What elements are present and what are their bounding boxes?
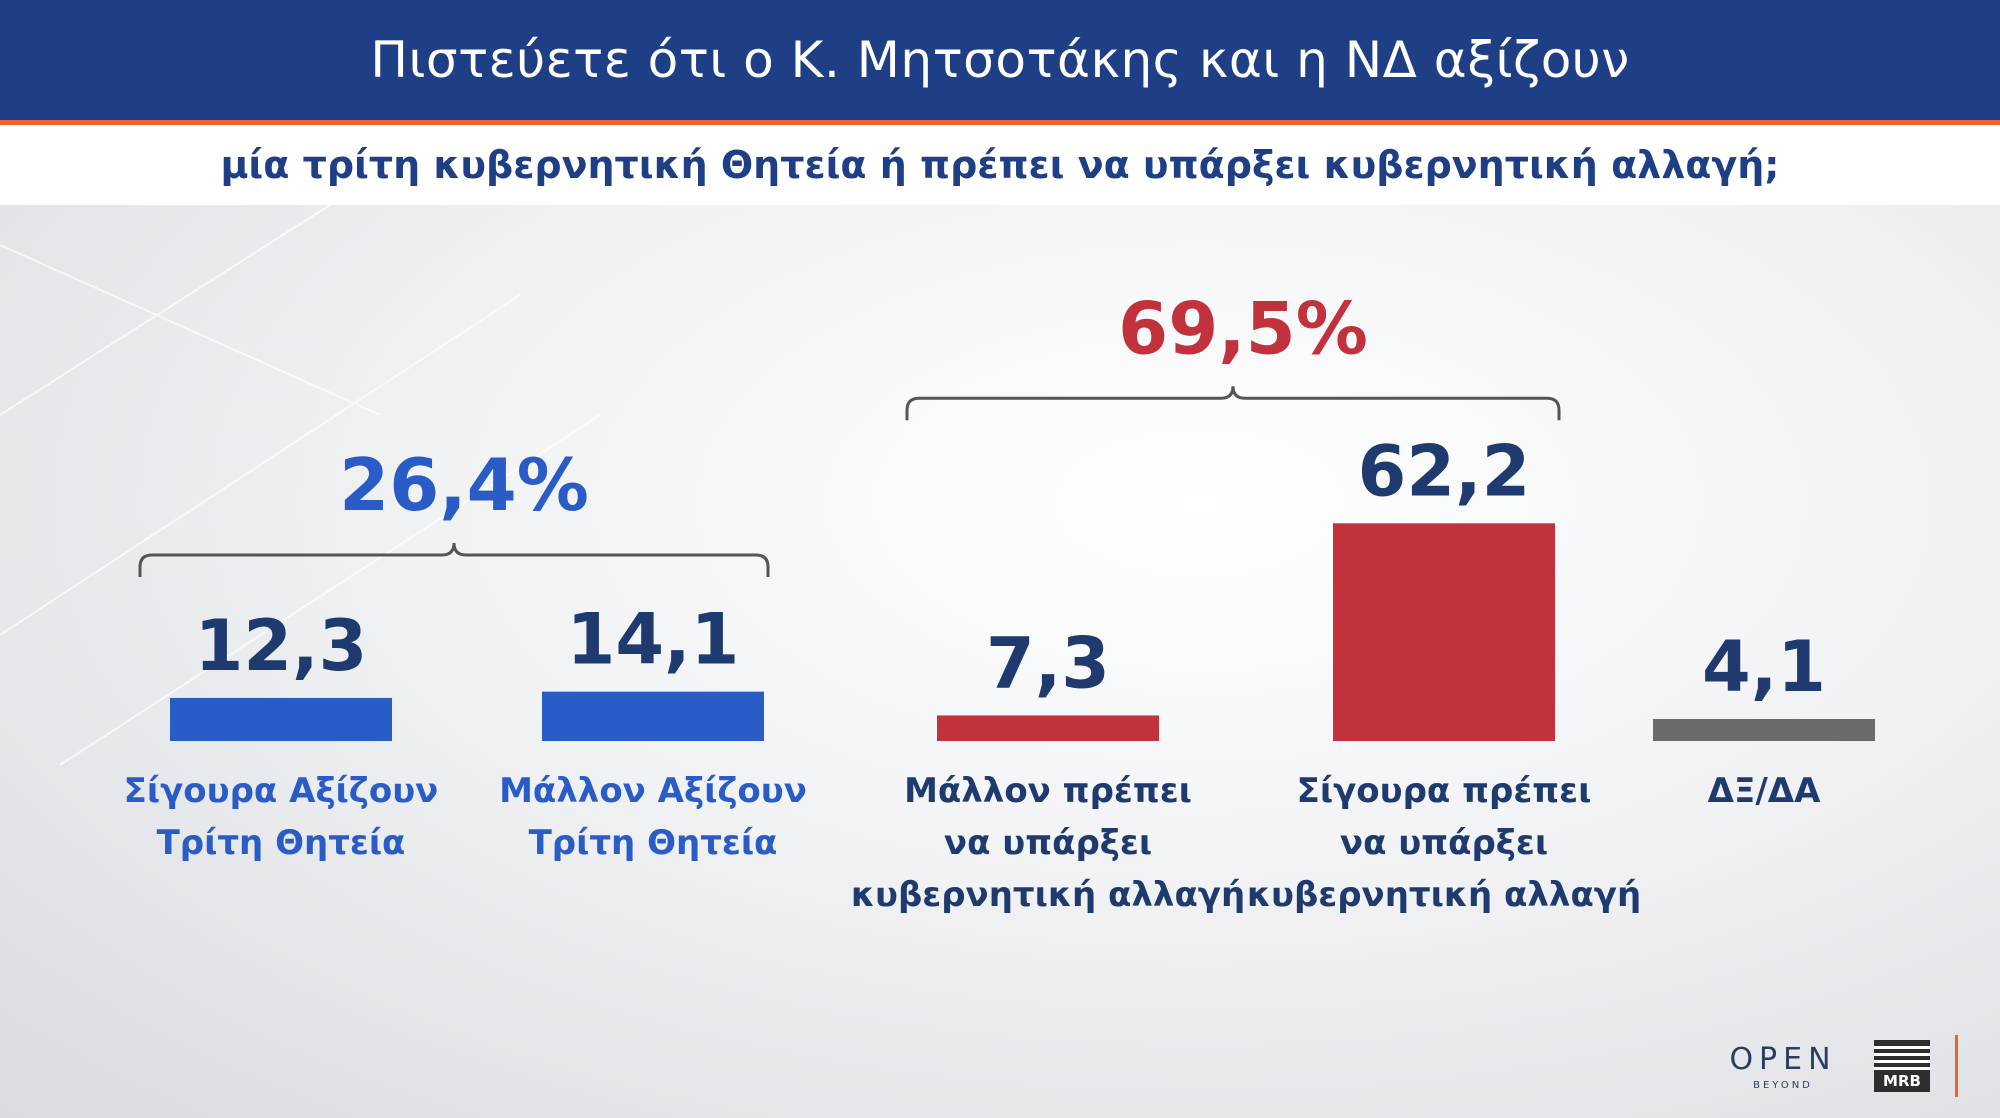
background-decoration	[0, 205, 601, 766]
group-total-1: 69,5%	[1118, 286, 1368, 370]
value-label-1: 14,1	[567, 599, 740, 681]
value-label-2: 7,3	[986, 622, 1110, 704]
bar-2	[937, 715, 1159, 741]
group-total-0: 26,4%	[339, 443, 589, 527]
logo-divider	[1955, 1035, 1958, 1097]
group-bracket-1	[905, 386, 1561, 421]
category-label-0-1: Τρίτη Θητεία	[157, 823, 406, 863]
chart-subtitle: μία τρίτη κυβερνητική Θητεία ή πρέπει να…	[0, 125, 2000, 205]
category-label-2-1: να υπάρξει	[944, 823, 1152, 863]
chart-title: Πιστεύετε ότι ο Κ. Μητσοτάκης και η ΝΔ α…	[0, 0, 2000, 120]
category-label-3-0: Σίγουρα πρέπει	[1297, 771, 1592, 811]
bar-1	[542, 691, 764, 741]
bar-4	[1653, 719, 1875, 741]
category-label-2-0: Μάλλον πρέπει	[904, 771, 1192, 811]
bar-0	[170, 697, 392, 741]
category-label-0-0: Σίγουρα Αξίζουν	[124, 771, 439, 811]
bar-3	[1333, 523, 1555, 741]
group-bracket-0	[138, 542, 770, 577]
category-label-1-1: Τρίτη Θητεία	[529, 823, 778, 863]
value-label-4: 4,1	[1702, 626, 1826, 708]
mrb-logo-text: MRB	[1883, 1072, 1921, 1090]
category-label-2-2: κυβερνητική αλλαγή	[851, 875, 1245, 915]
open-logo-tagline: BEYOND	[1753, 1080, 1813, 1091]
title-accent-line	[0, 120, 2000, 125]
category-label-3-1: να υπάρξει	[1340, 823, 1548, 863]
value-label-3: 62,2	[1358, 430, 1531, 512]
category-label-3-2: κυβερνητική αλλαγή	[1247, 875, 1641, 915]
mrb-logo-stripes	[1874, 1046, 1930, 1070]
mrb-logo: MRB	[1874, 1040, 1930, 1092]
category-label-1-0: Μάλλον Αξίζουν	[499, 771, 807, 811]
value-label-0: 12,3	[195, 605, 368, 687]
open-logo: OPEN	[1729, 1042, 1837, 1077]
category-label-4-0: ΔΞ/ΔΑ	[1708, 771, 1822, 811]
